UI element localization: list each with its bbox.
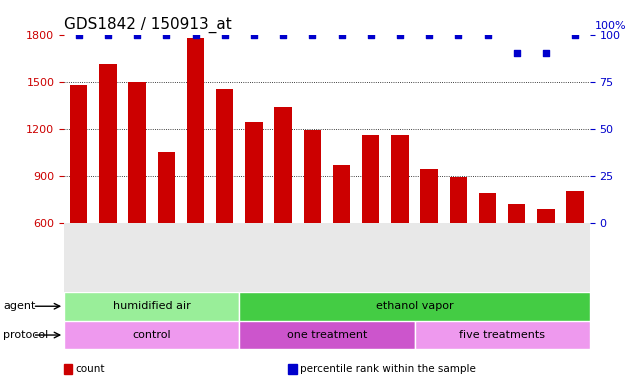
Bar (362, 135, 379, 317)
Bar (99, 65, 117, 317)
Bar (333, 165, 350, 317)
Bar (449, 177, 467, 317)
Point (74, 31, 84, 38)
Bar (415, 321, 590, 349)
Point (249, 31, 259, 38)
Point (220, 31, 230, 38)
Bar (391, 135, 409, 317)
Text: one treatment: one treatment (287, 330, 367, 340)
Bar (64, 321, 239, 349)
Point (483, 31, 493, 38)
Bar (274, 107, 292, 317)
Bar (245, 122, 263, 317)
Text: percentile rank within the sample: percentile rank within the sample (300, 364, 476, 374)
Point (278, 31, 288, 38)
Bar (128, 82, 146, 317)
Bar (216, 89, 233, 317)
Bar (64, 292, 239, 321)
Text: GDS1842 / 150913_at: GDS1842 / 150913_at (64, 17, 232, 33)
Text: 100%: 100% (595, 21, 627, 31)
Point (161, 31, 171, 38)
Bar (239, 321, 415, 349)
Point (570, 31, 580, 38)
Bar (158, 152, 175, 317)
Text: ethanol vapor: ethanol vapor (376, 301, 453, 311)
Point (395, 31, 405, 38)
Text: count: count (76, 364, 105, 374)
Bar (420, 169, 438, 317)
Text: five treatments: five treatments (459, 330, 545, 340)
Text: protocol: protocol (3, 330, 49, 340)
Point (512, 50, 522, 56)
Text: agent: agent (3, 301, 36, 311)
Bar (304, 130, 321, 317)
Point (541, 50, 551, 56)
Point (132, 31, 142, 38)
Point (365, 31, 376, 38)
Point (453, 31, 463, 38)
Point (424, 31, 434, 38)
Bar (239, 292, 590, 321)
Text: control: control (133, 330, 171, 340)
Point (307, 31, 317, 38)
Text: humidified air: humidified air (113, 301, 190, 311)
Bar (508, 204, 526, 317)
Point (337, 31, 347, 38)
Point (190, 31, 201, 38)
Bar (479, 193, 496, 317)
Bar (567, 191, 584, 317)
Bar (537, 209, 554, 317)
Point (103, 31, 113, 38)
Bar (187, 38, 204, 317)
Bar (70, 85, 87, 317)
